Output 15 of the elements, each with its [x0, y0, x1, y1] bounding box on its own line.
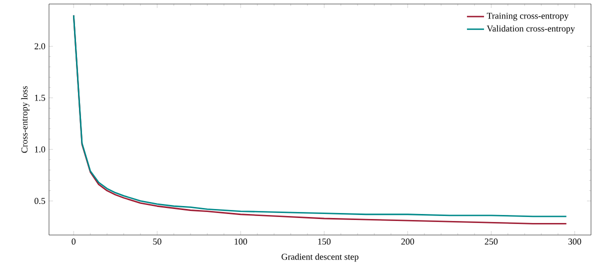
- x-tick-label: 0: [72, 238, 76, 245]
- y-tick-label: 0.5: [34, 198, 46, 204]
- y-tick-label: 2.0: [34, 43, 46, 50]
- x-tick-label: 200: [401, 238, 414, 245]
- y-tick-label: 1.5: [35, 94, 46, 101]
- y-tick-label: 1.0: [35, 146, 46, 152]
- legend-label: Validation cross-entropy: [486, 25, 575, 34]
- x-axis-title: Gradient descent step: [282, 253, 358, 262]
- y-axis-title: Cross-entropy loss: [21, 86, 30, 153]
- legend-label: Training cross-entropy: [486, 12, 569, 21]
- x-tick-label: 250: [484, 238, 498, 245]
- x-tick-label: 50: [153, 238, 162, 245]
- x-tick-label: 300: [568, 238, 582, 245]
- x-tick-label: 100: [234, 238, 248, 245]
- x-tick-label: 150: [318, 238, 331, 245]
